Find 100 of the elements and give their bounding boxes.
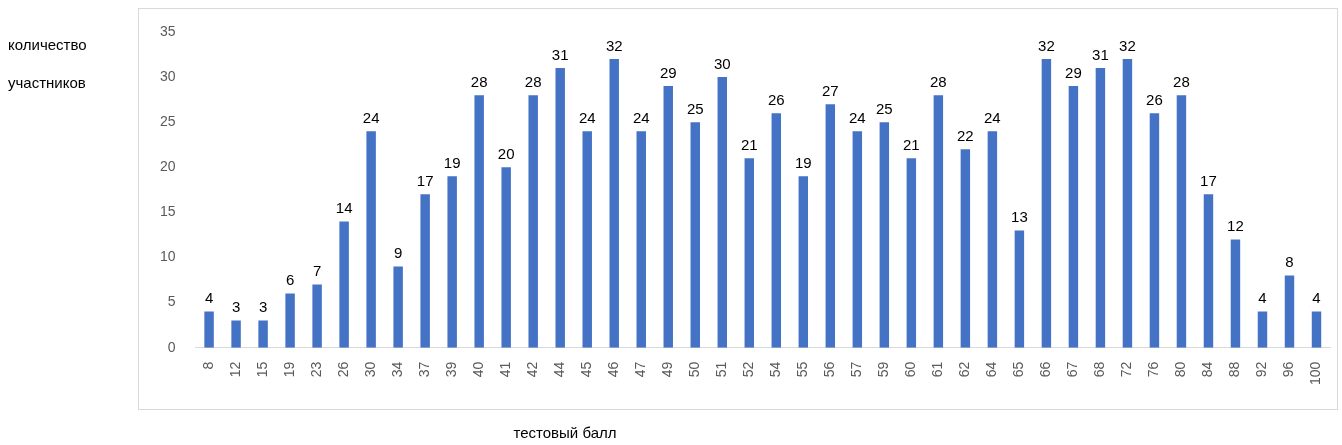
data-label: 6 [285, 271, 295, 289]
bar [906, 158, 917, 348]
x-tick-label: 65 [1010, 361, 1027, 378]
x-tick-label: 61 [929, 361, 946, 378]
bar [1041, 59, 1052, 348]
data-label: 28 [930, 72, 947, 90]
x-tick-label: 62 [956, 361, 973, 378]
bar [771, 113, 782, 348]
y-tick-label: 10 [159, 248, 176, 265]
x-tick-label: 34 [389, 361, 406, 378]
x-tick-label: 68 [1091, 361, 1108, 378]
bar [1095, 68, 1106, 348]
bar [717, 77, 727, 348]
data-label: 27 [821, 81, 839, 99]
data-label: 8 [1285, 253, 1294, 271]
bar [528, 95, 538, 348]
data-label: 28 [1173, 72, 1190, 90]
data-label: 4 [204, 289, 214, 307]
bar [744, 158, 755, 348]
bar [447, 176, 457, 348]
x-tick-label: 37 [416, 361, 433, 378]
x-tick-label: 66 [1037, 361, 1054, 378]
bar [1176, 95, 1187, 348]
y-tick-label: 0 [167, 338, 176, 355]
y-tick-label: 5 [167, 293, 176, 310]
bar [474, 95, 484, 348]
data-label: 24 [632, 108, 650, 126]
x-tick-label: 41 [497, 361, 514, 378]
bar [798, 176, 809, 348]
data-label: 32 [1038, 36, 1055, 54]
data-label: 26 [1146, 90, 1163, 108]
bar [1122, 59, 1133, 348]
bar [1203, 194, 1214, 348]
x-tick-label: 19 [280, 361, 297, 378]
bar [258, 320, 268, 348]
y-tick-label: 20 [159, 158, 176, 175]
x-tick-label: 100 [1307, 361, 1324, 385]
x-tick-label: 46 [605, 361, 622, 378]
data-label: 31 [1092, 45, 1109, 63]
bar [555, 68, 565, 348]
data-label: 29 [659, 63, 677, 81]
data-label: 9 [393, 244, 403, 262]
data-label: 19 [794, 153, 812, 171]
bar [339, 221, 349, 348]
data-label: 24 [848, 108, 866, 126]
x-tick-label: 26 [334, 361, 351, 378]
x-tick-label: 49 [659, 361, 676, 378]
data-label: 29 [1065, 63, 1082, 81]
bar [312, 284, 322, 348]
bar [1230, 239, 1241, 348]
bar [960, 149, 971, 348]
bar [636, 131, 646, 348]
x-tick-label: 96 [1280, 361, 1297, 378]
data-label: 20 [497, 144, 515, 162]
x-tick-label: 52 [740, 361, 757, 378]
bar [1068, 86, 1079, 348]
bar [582, 131, 592, 348]
x-tick-label: 84 [1199, 361, 1216, 378]
x-tick-label: 88 [1226, 361, 1243, 378]
data-label: 25 [686, 99, 704, 117]
x-tick-label: 45 [578, 361, 595, 378]
x-tick-label: 56 [821, 361, 838, 378]
x-tick-label: 50 [686, 361, 703, 378]
x-tick-label: 59 [875, 361, 892, 378]
x-tick-label: 80 [1172, 361, 1189, 378]
data-label: 17 [416, 171, 434, 189]
y-tick-label: 15 [159, 203, 176, 220]
data-label: 28 [524, 72, 542, 90]
data-label: 26 [767, 90, 785, 108]
x-tick-label: 15 [253, 361, 270, 378]
bar [609, 59, 619, 348]
x-tick-label: 42 [524, 361, 541, 378]
data-label: 32 [605, 36, 623, 54]
x-tick-label: 51 [713, 361, 730, 378]
x-tick-label: 76 [1145, 361, 1162, 378]
data-label: 7 [312, 262, 322, 280]
x-tick-label: 40 [470, 361, 487, 378]
x-tick-label: 54 [767, 361, 784, 378]
x-tick-label: 23 [307, 361, 324, 378]
bar [852, 131, 863, 348]
x-tick-label: 60 [902, 361, 919, 378]
x-tick-label: 55 [794, 361, 811, 378]
data-label: 19 [443, 153, 461, 171]
bar [420, 194, 430, 348]
bar [231, 320, 241, 348]
bar [285, 293, 295, 348]
data-label: 4 [1312, 289, 1321, 307]
data-label: 31 [551, 45, 569, 63]
x-tick-label: 30 [362, 361, 378, 378]
data-label: 21 [740, 135, 758, 153]
data-label: 32 [1119, 36, 1136, 54]
bar [690, 122, 700, 348]
data-label: 28 [470, 72, 488, 90]
data-label: 24 [578, 108, 596, 126]
bar [663, 86, 673, 348]
data-label: 3 [258, 298, 268, 316]
data-label: 22 [957, 126, 974, 144]
x-tick-label: 39 [443, 361, 460, 378]
data-label: 12 [1227, 217, 1244, 235]
x-tick-label: 57 [848, 361, 865, 378]
